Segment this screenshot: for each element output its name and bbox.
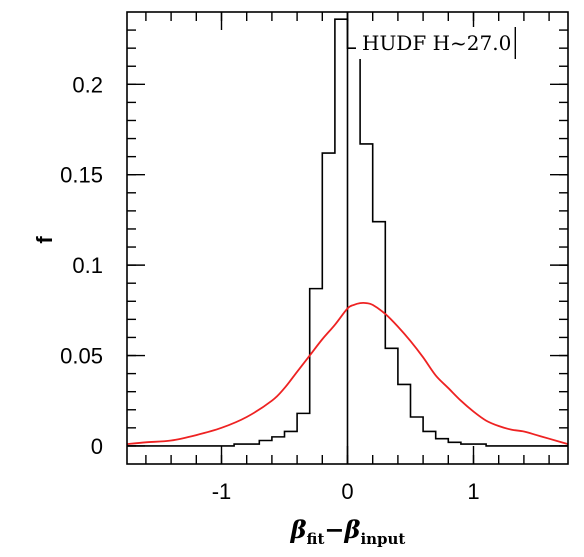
histogram-bin: [360, 144, 373, 446]
x-label-beta-input: β: [344, 515, 361, 544]
x-label-minus: −: [324, 515, 344, 544]
y-tick-label: 0.2: [72, 72, 103, 97]
annotation-label: HUDF H~27.0: [362, 31, 511, 55]
histogram-bin: [348, 48, 361, 446]
histogram-bin: [398, 384, 411, 445]
annotation-box: HUDF H~27.0: [356, 27, 516, 59]
histogram-bin: [285, 431, 298, 445]
plot-area: [126, 12, 569, 464]
histogram-bin: [436, 439, 449, 446]
distribution-curve: [126, 301, 569, 446]
histogram-bin: [272, 437, 285, 446]
x-label-sub-fit: fit: [307, 530, 325, 548]
histogram-bin: [373, 222, 386, 446]
histogram-bin: [297, 413, 310, 446]
y-tick-label: 0.1: [72, 253, 103, 278]
x-tick-label: 0: [341, 479, 353, 504]
x-tick-label: -1: [212, 479, 232, 504]
histogram-bin: [335, 19, 348, 446]
x-label-beta-fit: β: [290, 515, 307, 544]
x-tick-label: 1: [467, 479, 479, 504]
histogram-bin: [310, 289, 323, 446]
histogram-bin: [385, 348, 398, 446]
annotation-background: [356, 27, 516, 59]
histogram-series: [127, 18, 568, 447]
plot-frame: [126, 11, 569, 465]
y-tick-label: 0.05: [60, 344, 103, 369]
y-axis-label: f: [32, 236, 57, 244]
y-tick-label: 0.15: [60, 163, 103, 188]
x-label-sub-input: input: [360, 530, 405, 548]
histogram-bin: [411, 417, 424, 446]
histogram-bin: [259, 440, 272, 445]
x-axis-label: βfit−βinput: [290, 515, 406, 548]
histogram-bin: [423, 431, 436, 445]
y-tick-label: 0: [91, 434, 103, 459]
histogram-bin: [322, 153, 335, 446]
axis-ticks: -1 0 1 0 0.05 0.1 0.15 0.2: [60, 12, 568, 504]
